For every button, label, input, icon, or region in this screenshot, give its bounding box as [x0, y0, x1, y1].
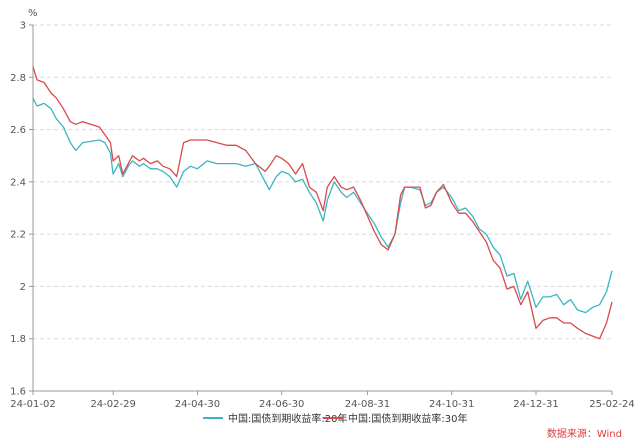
x-tick-label: 24-12-31	[513, 399, 558, 410]
y-tick-label: 2.6	[10, 125, 26, 136]
gridlines	[33, 24, 612, 340]
x-tick-label: 24-08-31	[345, 399, 390, 410]
x-tick-label: 24-04-30	[175, 399, 220, 410]
x-tick-label: 24-06-30	[259, 399, 304, 410]
data-source-note: 数据来源：Wind	[547, 427, 622, 440]
x-tick-label: 25-02-24	[589, 399, 634, 410]
y-tick-label: 1.6	[10, 387, 26, 398]
y-unit-label: %	[28, 8, 38, 19]
legend-item-20y[interactable]: 中国:国债到期收益率:20年	[203, 412, 347, 425]
legend-label-20y: 中国:国债到期收益率:20年	[228, 412, 347, 425]
y-tick-label: 2.2	[10, 230, 26, 241]
series-line-20y	[32, 97, 613, 314]
legend-label-30y: 中国:国债到期收益率:30年	[348, 412, 467, 425]
y-tick-label: 2.8	[10, 73, 26, 84]
series-lines	[32, 66, 613, 340]
x-tick-label: 24-10-31	[429, 399, 474, 410]
legend-item-30y[interactable]: 中国:国债到期收益率:30年	[323, 412, 467, 425]
y-tick-label: 1.8	[10, 334, 26, 345]
x-tick-label: 24-01-02	[10, 399, 55, 410]
series-line-30y	[32, 66, 613, 340]
x-tick-label: 24-02-29	[90, 399, 135, 410]
legend: 中国:国债到期收益率:20年 中国:国债到期收益率:30年	[203, 412, 467, 425]
y-tick-labels: 1.6 1.8 2 2.2 2.4 2.6 2.8 3	[10, 21, 33, 398]
y-tick-label: 3	[20, 21, 26, 32]
y-tick-label: 2	[20, 282, 26, 293]
y-tick-label: 2.4	[10, 177, 26, 188]
x-tick-labels: 24-01-02 24-02-29 24-04-30 24-06-30 24-08-31…	[10, 391, 635, 410]
